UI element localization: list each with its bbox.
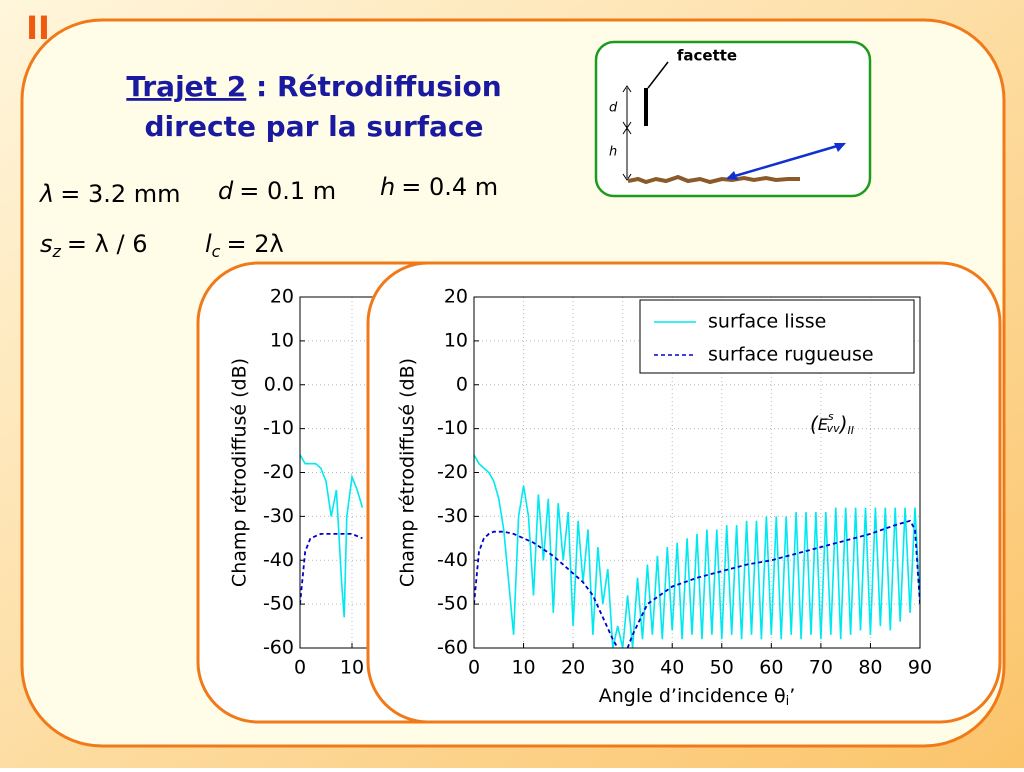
diagram-label: d <box>609 101 618 116</box>
annotation-part: E <box>818 415 829 434</box>
parameter-sub: z <box>52 242 62 261</box>
parameter: sz = λ / 6 <box>40 230 147 261</box>
y-axis-label: Champ rétrodiffusé (dB) <box>229 358 251 587</box>
legend-label: surface rugueuse <box>708 344 874 366</box>
series-line <box>300 454 364 618</box>
y-tick-label: -50 <box>437 593 468 615</box>
parameter: h = 0.4 m <box>380 173 498 201</box>
pointer <box>647 61 669 89</box>
x-tick-label: 50 <box>710 657 734 679</box>
back-chart: -60 -50 -40 -30 -20 -10 0.0 10 20 0 10 Champ rétrod… <box>229 286 769 679</box>
parameter-expr: = 0.4 m <box>401 173 498 201</box>
x-axis-label-suffix: ’ <box>789 685 795 707</box>
annotation-part: ) <box>838 412 848 436</box>
y-tick-label: -30 <box>263 505 294 527</box>
annotation: (Es vv)II <box>810 410 854 437</box>
x-axis-label: Angle d’incidence θi’ <box>599 685 796 709</box>
series-line <box>300 533 363 605</box>
parameter-var: d <box>218 177 234 205</box>
parameter-var: h <box>380 173 395 201</box>
x-tick-label: 10 <box>511 657 535 679</box>
x-axis-label-sub: i <box>786 694 790 709</box>
x-tick-label: 30 <box>611 657 635 679</box>
annotation-part: s <box>828 410 834 423</box>
y-tick-label: -30 <box>437 505 468 527</box>
annotation-part: II <box>848 424 855 437</box>
parameter-var: l <box>205 230 212 258</box>
legend-label: surface lisse <box>708 311 826 333</box>
parameter-expr: = 0.1 m <box>239 177 336 205</box>
x-tick-label: 90 <box>908 657 932 679</box>
diagram: facette d h <box>594 40 872 198</box>
x-tick-label: 60 <box>759 657 783 679</box>
x-tick-label: 10 <box>340 657 364 679</box>
x-tick-label: 80 <box>858 657 882 679</box>
x-tick-label: 0 <box>468 657 480 679</box>
parameter: lc = 2λ <box>205 230 284 261</box>
x-tick-label: 40 <box>660 657 684 679</box>
x-tick-label: 70 <box>809 657 833 679</box>
y-tick-label: 0.0 <box>264 373 294 395</box>
y-tick-label: -40 <box>437 549 468 571</box>
y-tick-label: 20 <box>270 286 294 308</box>
legend-box <box>639 299 915 374</box>
y-tick-label: -40 <box>263 549 294 571</box>
title: Trajet 2 : Rétrodiffusion <box>126 70 501 103</box>
y-tick-label: -20 <box>437 461 468 483</box>
title-part: : Rétrodiffusion <box>246 70 501 103</box>
y-tick-label: 0 <box>456 373 468 395</box>
diagram-label: facette <box>677 47 737 65</box>
y-axis-label: Champ rétrodiffusé (dB) <box>397 358 419 587</box>
y-tick-label: 10 <box>444 329 468 351</box>
ray <box>727 142 845 180</box>
plot-frame <box>473 296 921 649</box>
y-tick-label: 10 <box>270 329 294 351</box>
section-number: II <box>26 9 50 47</box>
dimension-arrows <box>622 85 632 181</box>
parameters: λ = 3.2 mm d = 0.1 m h = 0.4 m sz = λ / 6 lc = 2λ <box>38 173 498 261</box>
parameter-sub: c <box>212 242 221 261</box>
title-part: Trajet 2 <box>126 70 246 103</box>
parameter-expr: = λ / 6 <box>67 230 148 258</box>
y-tick-label: -50 <box>263 593 294 615</box>
front-chart: -60 -50 -40 -30 -20 -10 0 10 20 0 10 20 30 40 50 60 70 80… <box>397 286 933 709</box>
parameter-expr: = 3.2 mm <box>60 180 180 208</box>
x-tick-label: 20 <box>561 657 585 679</box>
rough-surface <box>627 174 800 185</box>
parameter-var: λ <box>38 180 54 208</box>
series-line <box>474 454 920 648</box>
diagram-label: h <box>609 145 617 160</box>
parameter: λ = 3.2 mm <box>38 180 181 208</box>
title-line2: directe par la surface <box>145 110 484 143</box>
y-tick-label: -60 <box>263 637 294 659</box>
annotation-part: vv <box>827 422 841 435</box>
y-tick-label: -10 <box>437 417 468 439</box>
y-tick-label: -60 <box>437 637 468 659</box>
y-tick-label: 20 <box>444 286 468 308</box>
y-tick-label: -20 <box>263 461 294 483</box>
x-axis-label-text: Angle d’incidence θ <box>599 685 786 707</box>
parameter-expr: = 2λ <box>226 230 283 258</box>
y-tick-label: -10 <box>263 417 294 439</box>
parameter: d = 0.1 m <box>218 177 336 205</box>
parameter-var: s <box>40 230 53 258</box>
series-line <box>474 519 920 648</box>
annotation-part: ( <box>810 412 819 436</box>
x-tick-label: 0 <box>294 657 306 679</box>
